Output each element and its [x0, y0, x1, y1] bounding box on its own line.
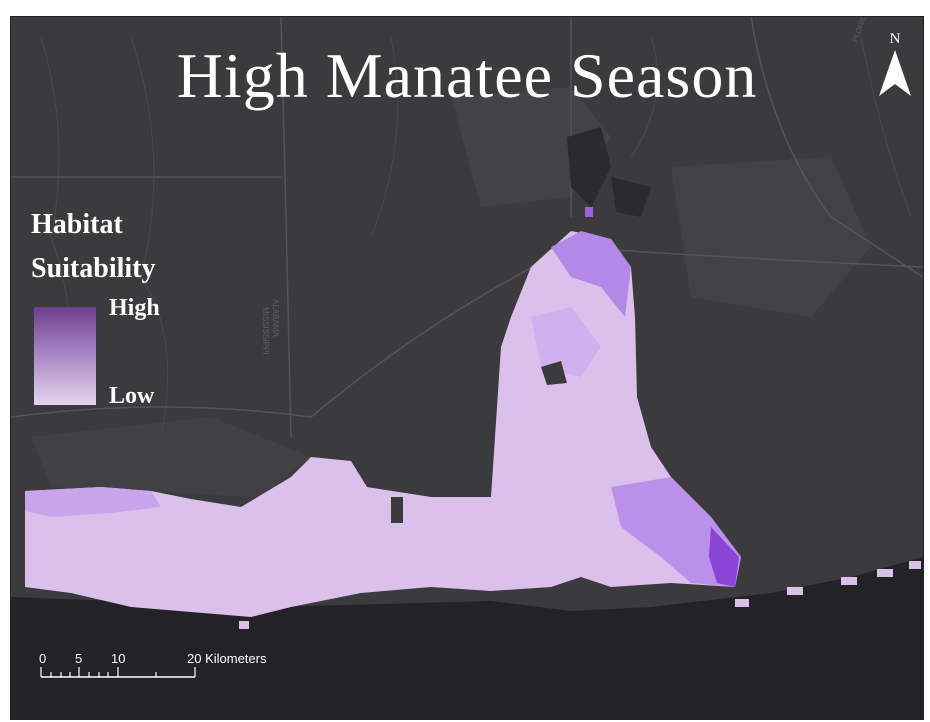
legend-title-line2: Suitability [31, 253, 156, 284]
legend-color-ramp [34, 307, 96, 405]
legend-high-label: High [109, 295, 160, 321]
urban-patch [671, 157, 871, 317]
legend-title: Habitat Suitability [31, 203, 155, 291]
gulf-water [11, 557, 923, 719]
state-label-mississippi: MISSISSIPPI [261, 307, 270, 355]
legend-title-line1: Habitat [31, 209, 123, 240]
legend-low-label: Low [109, 383, 155, 409]
habitat-raster [25, 207, 921, 629]
map-frame: ALABAMA MISSISSIPPI FLORIDA High Manatee… [10, 16, 924, 720]
map-canvas[interactable]: ALABAMA MISSISSIPPI FLORIDA [11, 17, 923, 719]
scale-label-20: 20 Kilometers [187, 651, 267, 666]
north-label: N [889, 31, 901, 47]
scale-label-0: 0 [39, 651, 47, 666]
rivers [567, 127, 651, 217]
north-arrow: N [877, 31, 913, 103]
scale-label-10: 10 [111, 651, 126, 666]
map-title: High Manatee Season [176, 40, 758, 111]
scale-label-5: 5 [75, 651, 83, 666]
north-arrow-icon [879, 50, 911, 96]
state-label-alabama: ALABAMA [271, 299, 280, 337]
scalebar-graphic [40, 667, 196, 678]
urban-patch [31, 417, 311, 497]
